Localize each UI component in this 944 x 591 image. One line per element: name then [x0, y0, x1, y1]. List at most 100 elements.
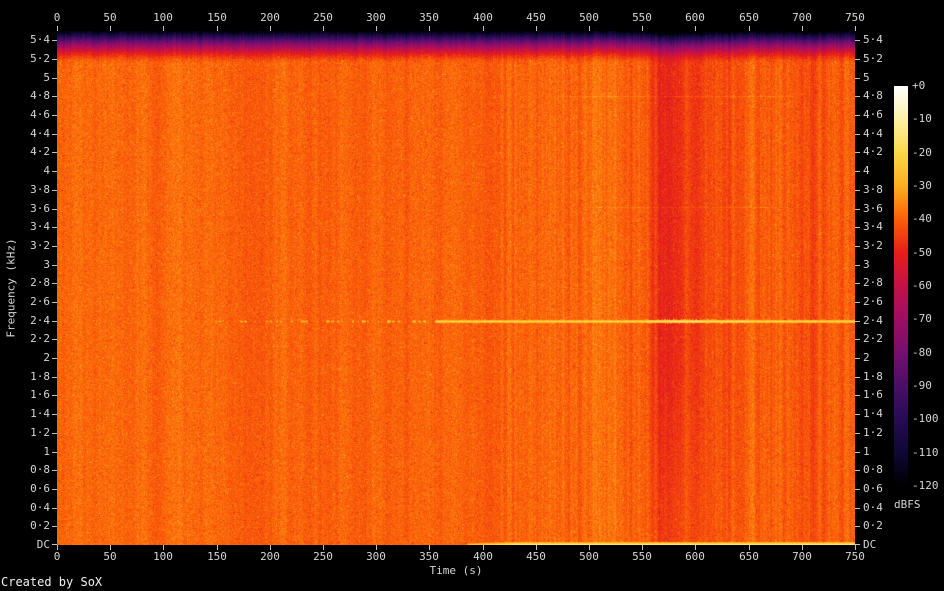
y-axis-tick-mark-left — [52, 452, 57, 453]
y-axis-title: Frequency (kHz) — [4, 238, 18, 338]
y-axis-tick-mark-right — [855, 96, 860, 97]
y-axis-tick-label-left: 2·2 — [30, 332, 50, 345]
x-axis-tick-mark-bottom — [376, 545, 377, 550]
x-axis-tick-label-bottom: 700 — [792, 550, 812, 563]
y-axis-tick-label-left: 0·2 — [30, 519, 50, 532]
y-axis-tick-mark-left — [52, 526, 57, 527]
y-axis-tick-label-right: 4·8 — [863, 89, 883, 102]
y-axis-tick-mark-right — [855, 209, 860, 210]
y-axis-tick-label-right: DC — [863, 538, 877, 551]
y-axis-tick-label-left: 2 — [43, 351, 50, 364]
y-axis-tick-label-right: 4·2 — [863, 145, 883, 158]
colorbar-tick-label: -70 — [912, 312, 932, 326]
y-axis-tick-mark-left — [52, 470, 57, 471]
y-axis-tick-label-left: 0·4 — [30, 501, 50, 514]
y-axis-tick-mark-left — [52, 339, 57, 340]
y-axis-tick-mark-left — [52, 209, 57, 210]
colorbar-tick-label: -10 — [912, 112, 932, 126]
y-axis-tick-mark-left — [52, 134, 57, 135]
x-axis-tick-mark-top — [270, 26, 271, 31]
y-axis-tick-mark-left — [52, 395, 57, 396]
y-axis-tick-label-left: 5 — [43, 71, 50, 84]
x-axis-tick-mark-bottom — [270, 545, 271, 550]
x-axis-tick-label-bottom: 300 — [366, 550, 386, 563]
y-axis-tick-label-right: 2·8 — [863, 276, 883, 289]
y-axis-tick-label-right: 4 — [863, 164, 870, 177]
x-axis-tick-label-bottom: 400 — [473, 550, 493, 563]
y-axis-tick-label-left: 1·4 — [30, 407, 50, 420]
x-axis-tick-mark-top — [642, 26, 643, 31]
y-axis-tick-mark-right — [855, 283, 860, 284]
colorbar-gradient — [894, 86, 908, 486]
y-axis-tick-label-left: DC — [36, 538, 50, 551]
x-axis-tick-label-top: 350 — [419, 11, 439, 24]
x-axis-tick-mark-top — [855, 26, 856, 31]
y-axis-tick-mark-left — [52, 508, 57, 509]
y-axis-tick-mark-left — [52, 59, 57, 60]
x-axis-tick-label-top: 600 — [685, 11, 705, 24]
y-axis-tick-label-right: 2·2 — [863, 332, 883, 345]
x-axis-tick-label-bottom: 500 — [579, 550, 599, 563]
x-axis-tick-label-bottom: 350 — [419, 550, 439, 563]
x-axis-tick-mark-bottom — [217, 545, 218, 550]
y-axis-tick-label-right: 2 — [863, 351, 870, 364]
x-axis-tick-mark-bottom — [536, 545, 537, 550]
y-axis-tick-mark-right — [855, 59, 860, 60]
y-axis-tick-mark-left — [52, 190, 57, 191]
y-axis-tick-mark-right — [855, 321, 860, 322]
x-axis-tick-mark-top — [163, 26, 164, 31]
colorbar-tick-label: -80 — [912, 345, 932, 359]
x-axis-tick-label-bottom: 50 — [103, 550, 117, 563]
y-axis-tick-mark-left — [52, 283, 57, 284]
x-axis-tick-mark-top — [483, 26, 484, 31]
x-axis-tick-label-top: 50 — [103, 11, 117, 24]
spectrogram-heatmap — [57, 31, 855, 545]
y-axis-tick-mark-left — [52, 414, 57, 415]
y-axis-tick-mark-right — [855, 508, 860, 509]
y-axis-tick-mark-right — [855, 190, 860, 191]
x-axis-tick-mark-bottom — [163, 545, 164, 550]
y-axis-tick-label-right: 4·6 — [863, 108, 883, 121]
y-axis-tick-mark-right — [855, 152, 860, 153]
y-axis-tick-label-right: 3·4 — [863, 220, 883, 233]
colorbar-tick-label: -120 — [912, 479, 939, 492]
y-axis-tick-mark-right — [855, 414, 860, 415]
y-axis-tick-label-right: 3 — [863, 258, 870, 271]
x-axis-tick-label-bottom: 250 — [313, 550, 333, 563]
x-axis-tick-mark-bottom — [589, 545, 590, 550]
y-axis-tick-label-left: 0·6 — [30, 482, 50, 495]
colorbar-tick-label: -40 — [912, 212, 932, 226]
x-axis-tick-mark-top — [749, 26, 750, 31]
colorbar-tick-label: -110 — [912, 445, 939, 459]
y-axis-tick-label-left: 1 — [43, 445, 50, 458]
x-axis-tick-mark-top — [802, 26, 803, 31]
x-axis-tick-mark-top — [376, 26, 377, 31]
y-axis-tick-mark-right — [855, 452, 860, 453]
y-axis-tick-mark-left — [52, 96, 57, 97]
y-axis-tick-label-right: 0·6 — [863, 482, 883, 495]
colorbar-tick-label: -50 — [912, 245, 932, 259]
y-axis-tick-label-right: 2·4 — [863, 314, 883, 327]
x-axis-tick-mark-bottom — [802, 545, 803, 550]
y-axis-tick-label-right: 4·4 — [863, 127, 883, 140]
y-axis-tick-label-right: 1·8 — [863, 370, 883, 383]
y-axis-tick-mark-left — [52, 544, 57, 545]
x-axis-tick-label-bottom: 650 — [739, 550, 759, 563]
x-axis-tick-label-top: 450 — [526, 11, 546, 24]
x-axis-tick-label-bottom: 750 — [845, 550, 865, 563]
x-axis-tick-mark-top — [429, 26, 430, 31]
y-axis-tick-mark-right — [855, 246, 860, 247]
y-axis-tick-mark-right — [855, 40, 860, 41]
y-axis-tick-label-left: 4·6 — [30, 108, 50, 121]
x-axis-tick-mark-top — [323, 26, 324, 31]
x-axis-tick-label-top: 300 — [366, 11, 386, 24]
y-axis-tick-label-right: 0·4 — [863, 501, 883, 514]
x-axis-tick-label-bottom: 450 — [526, 550, 546, 563]
credit-text: Created by SoX — [1, 575, 103, 589]
y-axis-tick-label-right: 3·6 — [863, 202, 883, 215]
x-axis-tick-mark-bottom — [57, 545, 58, 550]
x-axis-title: Time (s) — [429, 564, 483, 577]
y-axis-tick-label-left: 1·2 — [30, 426, 50, 439]
x-axis-tick-label-top: 0 — [53, 11, 61, 24]
x-axis-tick-label-bottom: 600 — [685, 550, 705, 563]
